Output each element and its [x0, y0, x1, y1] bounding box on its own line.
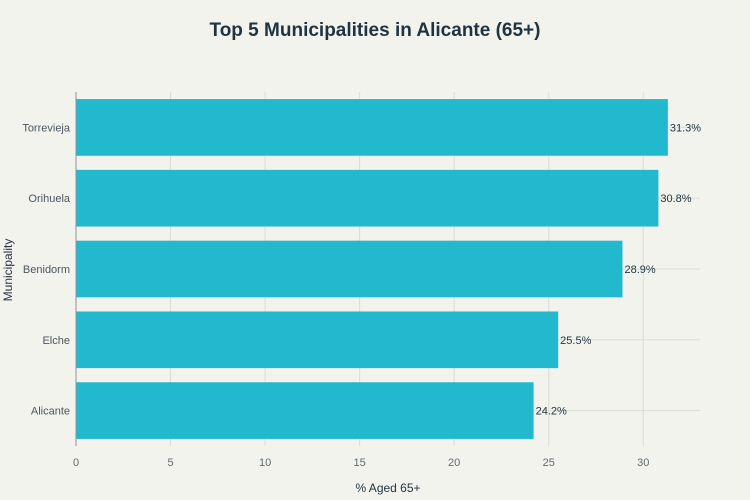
value-labels: 31.3% 30.8% 28.9% 25.5% 24.2% [536, 122, 702, 417]
x-tick-label: 30 [637, 457, 649, 469]
x-tick-labels: 0 5 10 15 20 25 30 [73, 457, 649, 469]
bar-benidorm [76, 240, 623, 298]
x-tick-label: 20 [448, 457, 460, 469]
x-tick-label: 5 [167, 457, 173, 469]
category-label: Orihuela [28, 193, 70, 205]
x-tick-label: 10 [259, 457, 271, 469]
value-label: 28.9% [624, 264, 655, 276]
bar-elche [76, 311, 559, 369]
value-label: 25.5% [560, 335, 591, 347]
category-labels: Torrevieja Orihuela Benidorm Elche Alicante [22, 122, 71, 417]
value-label: 24.2% [536, 406, 567, 418]
chart-title: Top 5 Municipalities in Alicante (65+) [209, 20, 541, 41]
category-label: Elche [42, 335, 70, 347]
category-label: Benidorm [23, 264, 70, 276]
y-axis-title: Municipality [1, 239, 15, 302]
x-axis-title: % Aged 65+ [355, 481, 420, 495]
x-tick-label: 0 [73, 457, 79, 469]
category-label: Torrevieja [22, 122, 71, 134]
x-tick-label: 15 [354, 457, 366, 469]
bar-alicante [76, 382, 534, 439]
x-tick-label: 25 [543, 457, 555, 469]
value-label: 30.8% [660, 193, 691, 205]
bar-torrevieja [76, 99, 668, 156]
bars [76, 99, 668, 439]
category-label: Alicante [31, 406, 70, 418]
bar-orihuela [76, 169, 659, 227]
value-label: 31.3% [670, 122, 701, 134]
